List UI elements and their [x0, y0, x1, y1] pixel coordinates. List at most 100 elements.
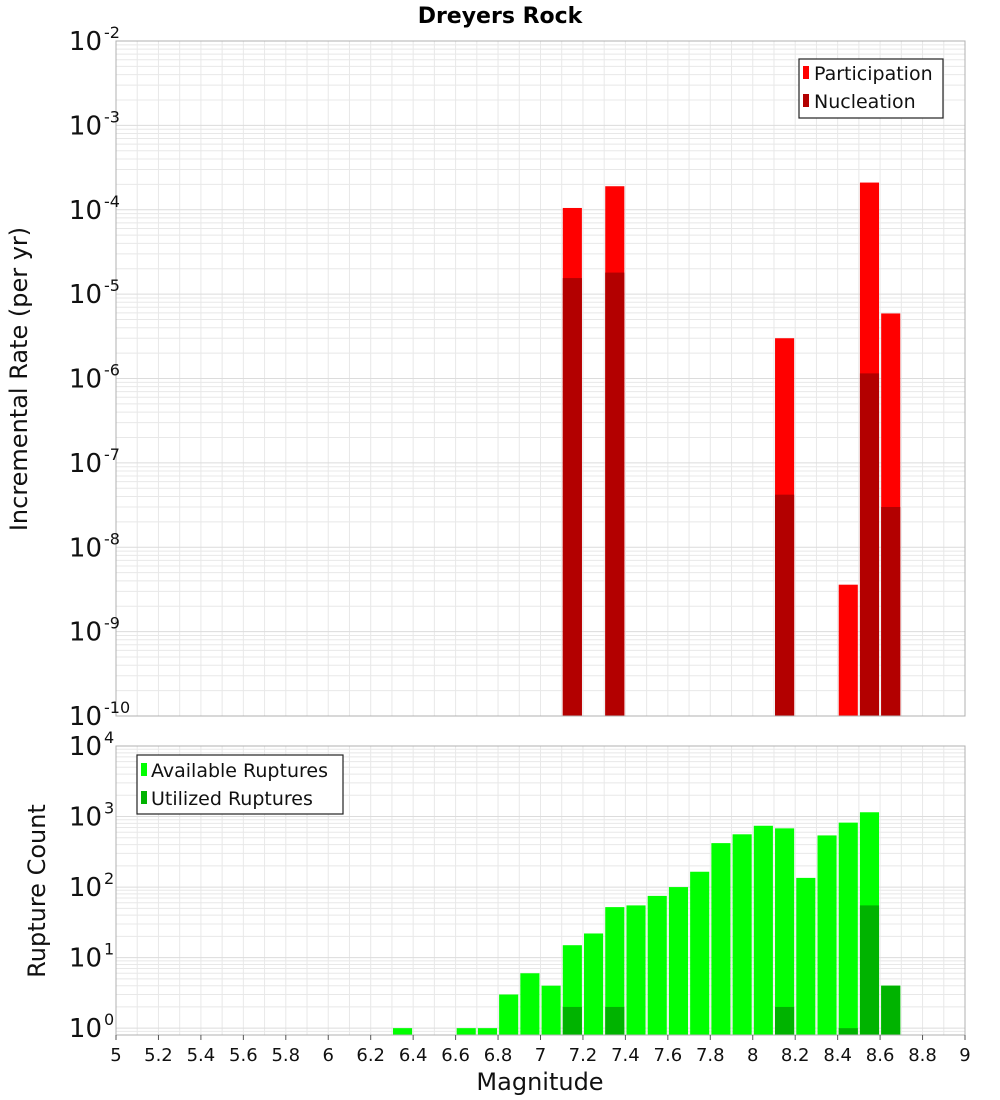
bottom-bar-series2 — [859, 905, 880, 1035]
top-y-tick-label: 10 -8 — [69, 529, 120, 563]
chart-title: Dreyers Rock — [418, 4, 584, 29]
x-tick-label: 7.8 — [696, 1045, 725, 1066]
top-y-tick-label: 10 -10 — [69, 698, 130, 732]
top-y-axis-label: Incremental Rate (per yr) — [5, 227, 33, 531]
legend-label-utilized: Utilized Ruptures — [151, 788, 313, 810]
bottom-bar-series1 — [690, 871, 710, 1035]
bottom-bar-series1 — [647, 895, 667, 1035]
bottom-x-ticks: 5 5.2 5.4 5.6 5.8 6 6.2 6.4 6.6 6.8 7 7.2 7.4 7.6 7.8 8… — [110, 1035, 971, 1066]
top-bar-series1 — [838, 584, 858, 716]
x-tick-label: 8.6 — [866, 1045, 895, 1066]
top-y-tick-label: 10 -6 — [69, 361, 120, 395]
y-tick-exponent: 2 — [104, 869, 114, 888]
bottom-legend-box — [136, 754, 344, 815]
y-tick-base: 10 — [69, 618, 102, 648]
top-y-tick-label: 10 -9 — [69, 614, 120, 648]
x-tick-label: 8.8 — [908, 1045, 937, 1066]
bottom-bar-series1 — [520, 973, 540, 1035]
y-tick-exponent: -3 — [104, 107, 120, 126]
top-y-tick-label: 10 -3 — [69, 107, 120, 141]
bottom-bar-series2 — [881, 985, 901, 1035]
top-bar-series2 — [605, 272, 625, 716]
y-tick-exponent: -7 — [104, 445, 120, 464]
top-legend: Participation Nucleation — [798, 58, 944, 119]
bottom-legend: Available Ruptures Utilized Ruptures — [136, 754, 344, 815]
bottom-bar-series2 — [562, 1006, 582, 1035]
bottom-y-tick-label: 10 1 — [69, 940, 114, 974]
y-tick-base: 10 — [69, 873, 102, 903]
x-tick-label: 7.2 — [569, 1045, 598, 1066]
y-tick-base: 10 — [69, 1014, 102, 1044]
bottom-bar-series2 — [838, 1028, 858, 1035]
x-tick-label: 5.2 — [144, 1045, 173, 1066]
bottom-y-tick-label: 10 0 — [69, 1010, 114, 1044]
bottom-bar-series1 — [605, 907, 625, 1035]
bottom-bar-series1 — [838, 822, 858, 1035]
bottom-bar-series1 — [477, 1028, 497, 1035]
legend-swatch-nucleation — [803, 94, 809, 107]
top-y-tick-label: 10 -4 — [69, 192, 120, 226]
y-tick-base: 10 — [69, 280, 102, 310]
x-tick-label: 7.4 — [611, 1045, 640, 1066]
y-tick-exponent: -8 — [104, 529, 120, 548]
top-bar-series2 — [859, 373, 880, 716]
bottom-y-tick-label: 10 3 — [69, 799, 114, 833]
y-tick-exponent: 1 — [104, 940, 114, 959]
top-y-tick-label: 10 -2 — [69, 23, 120, 57]
y-tick-base: 10 — [69, 365, 102, 395]
x-tick-label: 5.8 — [271, 1045, 300, 1066]
top-plot-frame — [115, 40, 966, 717]
y-tick-base: 10 — [69, 111, 102, 141]
x-tick-label: 5.6 — [229, 1045, 258, 1066]
y-tick-exponent: -10 — [104, 698, 130, 717]
x-tick-label: 8.4 — [823, 1045, 852, 1066]
bottom-bar-series2 — [775, 1006, 795, 1035]
legend-swatch-participation — [803, 66, 809, 79]
bottom-y-tick-label: 10 4 — [69, 728, 114, 762]
bottom-bar-series1 — [456, 1028, 476, 1035]
legend-swatch-available — [141, 763, 147, 776]
x-tick-label: 5.4 — [187, 1045, 216, 1066]
x-tick-label: 8.2 — [781, 1045, 810, 1066]
top-bar-series2 — [881, 506, 901, 716]
legend-swatch-utilized — [141, 791, 147, 804]
y-tick-base: 10 — [69, 27, 102, 57]
bottom-bar-series1 — [626, 905, 646, 1035]
bottom-bar-series1 — [796, 877, 816, 1035]
y-tick-base: 10 — [69, 732, 102, 762]
bottom-bars — [392, 812, 901, 1035]
y-tick-base: 10 — [69, 702, 102, 732]
y-tick-exponent: 4 — [104, 728, 114, 747]
bottom-bar-series1 — [775, 828, 795, 1035]
y-tick-exponent: -6 — [104, 361, 120, 380]
bottom-bar-series1 — [732, 834, 752, 1035]
legend-label-nucleation: Nucleation — [814, 91, 916, 113]
x-axis-label: Magnitude — [476, 1068, 603, 1096]
y-tick-base: 10 — [69, 803, 102, 833]
top-bar-series2 — [775, 494, 795, 716]
bottom-y-axis-label: Rupture Count — [23, 804, 51, 978]
top-bars — [562, 182, 901, 716]
x-tick-label: 6 — [323, 1045, 334, 1066]
bottom-bar-series1 — [711, 843, 731, 1035]
y-tick-exponent: -4 — [104, 192, 120, 211]
legend-label-participation: Participation — [814, 63, 933, 85]
x-tick-label: 7 — [535, 1045, 546, 1066]
bottom-bar-series1 — [753, 825, 773, 1035]
y-tick-base: 10 — [69, 449, 102, 479]
x-tick-label: 9 — [959, 1045, 970, 1066]
top-legend-box — [798, 58, 944, 119]
bottom-bar-series1 — [668, 887, 689, 1035]
x-tick-label: 6.8 — [484, 1045, 513, 1066]
y-tick-base: 10 — [69, 196, 102, 226]
y-tick-exponent: 0 — [104, 1010, 114, 1029]
top-grid — [115, 41, 966, 717]
x-tick-label: 7.6 — [654, 1045, 683, 1066]
y-tick-exponent: -9 — [104, 614, 120, 633]
x-tick-label: 6.6 — [441, 1045, 470, 1066]
